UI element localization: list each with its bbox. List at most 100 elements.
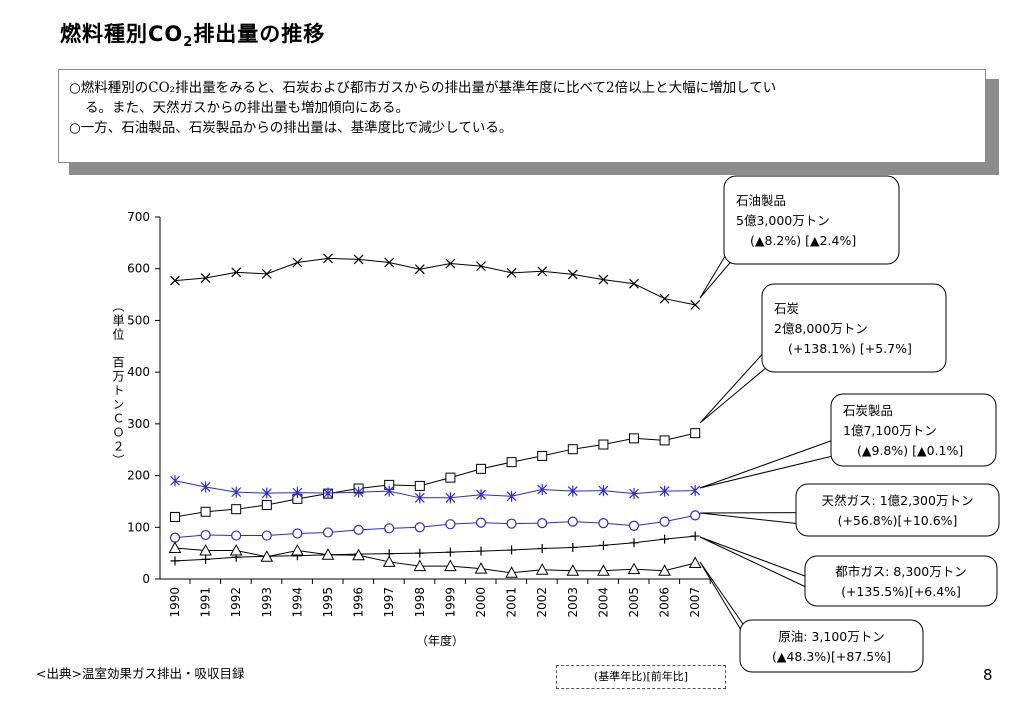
callout-pointer	[699, 536, 826, 597]
marker-circle	[598, 518, 609, 529]
callout-plus: 都市ガス: 8,300万トン (+135.5%)[+6.4%]	[699, 536, 998, 607]
marker-x	[445, 258, 456, 269]
callout-pointer-mask	[763, 334, 793, 353]
x-tick-label: 2004	[596, 587, 610, 618]
marker-triangle	[260, 550, 274, 562]
summary-line-1b: る。また、天然ガスからの排出量も増加傾向にある。	[85, 100, 409, 116]
marker-triangle	[658, 564, 671, 576]
marker-asterisk	[537, 484, 548, 496]
marker-circle	[506, 518, 517, 529]
callout-asterisk: 石炭製品 1億7,100万トン (▲9.8%) [▲0.1%]	[699, 393, 997, 489]
marker-triangle	[597, 564, 610, 576]
x-tick-label: 1993	[260, 587, 274, 618]
callout-square: 石炭 2億8,000万トン (+138.1%) [+5.7%]	[699, 283, 947, 424]
marker-triangle	[627, 562, 641, 575]
marker-triangle	[566, 564, 580, 576]
marker-plus	[170, 556, 180, 566]
marker-asterisk	[231, 486, 242, 498]
callout-pointer-mask	[806, 585, 836, 594]
marker-x	[567, 269, 578, 280]
y-tick-label: 200	[127, 469, 150, 483]
marker-square	[567, 444, 578, 455]
marker-x	[537, 266, 548, 277]
x-tick-label: 1999	[443, 587, 457, 618]
marker-circle	[353, 524, 364, 535]
marker-x	[598, 274, 609, 285]
callout-triangle: 原油: 3,100万トン (▲48.3%)[+87.5%]	[699, 561, 924, 673]
callout-box	[739, 619, 924, 673]
marker-circle	[475, 517, 487, 528]
callout-pointer-mask	[725, 226, 755, 245]
marker-plus	[415, 548, 425, 558]
callout-pointer-mask	[797, 514, 827, 524]
callout-text: 5億3,000万トン	[736, 213, 830, 228]
series-line	[174, 547, 696, 574]
marker-triangle	[505, 566, 518, 578]
marker-asterisk	[476, 489, 486, 501]
y-tick-label: 600	[127, 262, 150, 276]
marker-triangle	[413, 559, 427, 572]
marker-asterisk	[598, 485, 609, 497]
callout-text: 石炭	[774, 301, 799, 316]
marker-x	[353, 254, 364, 265]
marker-asterisk	[384, 485, 395, 497]
marker-triangle	[168, 541, 182, 553]
marker-x	[200, 273, 211, 283]
marker-square	[690, 428, 701, 439]
marker-asterisk	[261, 487, 272, 499]
x-tick-label: 2007	[688, 587, 702, 618]
marker-triangle	[199, 544, 212, 556]
x-tick-label: 2003	[566, 587, 580, 618]
legend-note: (基準年比)[前年比]	[556, 665, 726, 689]
series-line	[174, 480, 696, 499]
marker-asterisk	[506, 490, 517, 502]
marker-circle	[292, 528, 303, 539]
marker-square	[170, 511, 180, 522]
y-axis-title: （単位 百万トンＣＯ２）	[111, 300, 125, 468]
marker-triangle	[688, 556, 702, 568]
callout-box	[804, 555, 998, 607]
series-asterisk	[170, 475, 701, 504]
callout-text: 石油製品	[736, 193, 786, 208]
marker-circle	[628, 520, 640, 531]
marker-square	[629, 433, 639, 444]
x-tick-label: 2005	[627, 587, 641, 618]
marker-x	[476, 261, 486, 272]
y-tick-label: 400	[127, 365, 150, 379]
callout-box	[795, 483, 1000, 537]
marker-circle	[537, 518, 548, 529]
marker-x	[659, 293, 670, 304]
marker-square	[414, 480, 425, 491]
marker-triangle	[229, 544, 243, 556]
x-tick-label: 1991	[199, 587, 213, 618]
marker-asterisk	[323, 487, 333, 499]
y-tick-label: 700	[127, 210, 150, 224]
marker-triangle	[382, 555, 396, 567]
marker-circle	[384, 523, 395, 534]
series-square	[170, 428, 701, 522]
summary-box: ○燃料種別のCO₂排出量をみると、石炭および都市ガスからの排出量が基準年度に比べ…	[58, 69, 986, 163]
marker-asterisk	[690, 485, 701, 497]
callout-text: 都市ガス: 8,300万トン	[835, 564, 966, 579]
marker-x	[629, 278, 639, 289]
callout-text: 2億8,000万トン	[774, 321, 868, 336]
x-tick-label: 2002	[535, 587, 549, 618]
marker-plus	[598, 540, 608, 550]
marker-asterisk	[629, 488, 639, 500]
marker-square	[598, 439, 609, 450]
callout-text: (+135.5%)[+6.4%]	[841, 584, 961, 599]
marker-x	[506, 267, 517, 278]
callout-pointer-mask	[832, 435, 862, 450]
marker-square	[445, 472, 456, 483]
callout-pointer	[699, 433, 852, 489]
x-axis-title: （年度）	[416, 633, 464, 648]
x-tick-label: 1996	[352, 587, 366, 618]
x-tick-label: 1998	[413, 587, 427, 618]
marker-circle	[322, 527, 334, 538]
marker-plus	[445, 547, 455, 557]
series-triangle	[168, 541, 702, 578]
marker-square	[231, 504, 242, 515]
marker-x	[170, 275, 180, 286]
marker-square	[506, 457, 517, 468]
